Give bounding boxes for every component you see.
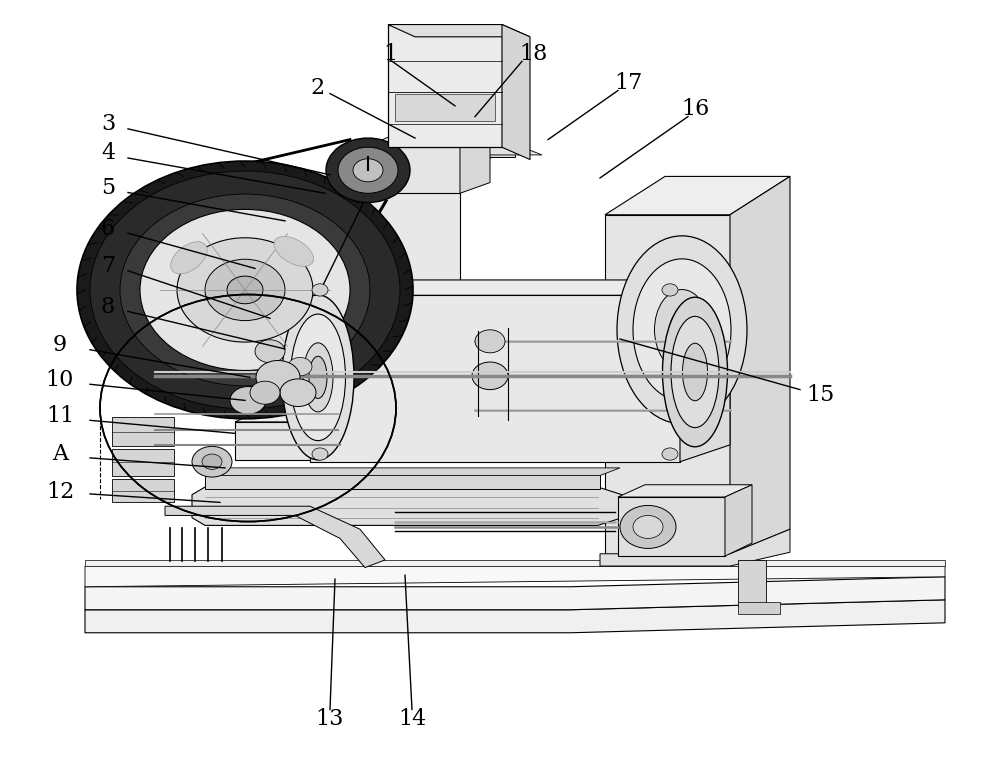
Circle shape [177, 238, 313, 342]
Text: 9: 9 [53, 334, 67, 356]
Text: 11: 11 [46, 405, 74, 426]
Text: 18: 18 [519, 43, 547, 64]
Circle shape [338, 147, 398, 193]
Bar [112, 479, 174, 502]
Polygon shape [85, 560, 945, 566]
Text: 3: 3 [101, 114, 115, 135]
Circle shape [280, 379, 316, 407]
Ellipse shape [290, 314, 346, 440]
Circle shape [633, 515, 663, 538]
Circle shape [312, 448, 328, 460]
Ellipse shape [671, 316, 719, 428]
Polygon shape [502, 25, 530, 160]
Ellipse shape [654, 290, 710, 370]
Polygon shape [205, 468, 620, 476]
Circle shape [288, 357, 312, 376]
Ellipse shape [670, 311, 694, 348]
Polygon shape [235, 400, 660, 422]
Text: A: A [52, 443, 68, 465]
Polygon shape [85, 566, 945, 587]
Polygon shape [605, 176, 790, 215]
Polygon shape [618, 497, 725, 556]
Polygon shape [205, 474, 600, 489]
Polygon shape [165, 506, 385, 568]
Polygon shape [192, 487, 622, 525]
Text: 17: 17 [614, 72, 642, 94]
Polygon shape [235, 422, 610, 460]
Polygon shape [460, 134, 490, 193]
Ellipse shape [282, 295, 354, 459]
Ellipse shape [303, 343, 333, 412]
Circle shape [326, 138, 410, 202]
Ellipse shape [171, 242, 207, 274]
Bar [738, 602, 780, 614]
Text: 1: 1 [383, 43, 397, 64]
Circle shape [230, 387, 266, 414]
Polygon shape [85, 600, 945, 633]
Polygon shape [85, 577, 945, 610]
Text: 5: 5 [101, 177, 115, 199]
Polygon shape [365, 147, 460, 193]
Circle shape [256, 360, 300, 394]
Polygon shape [680, 280, 730, 462]
Polygon shape [370, 144, 542, 155]
Text: 4: 4 [101, 143, 115, 164]
Ellipse shape [633, 259, 731, 401]
Bar [738, 560, 766, 606]
Circle shape [620, 505, 676, 548]
Circle shape [77, 161, 413, 419]
Circle shape [662, 448, 678, 460]
Circle shape [140, 209, 350, 370]
Circle shape [192, 446, 232, 477]
Bar [112, 449, 174, 476]
Polygon shape [310, 295, 680, 462]
Polygon shape [388, 25, 530, 37]
Text: 16: 16 [681, 98, 709, 120]
Text: 10: 10 [46, 369, 74, 390]
Circle shape [227, 276, 263, 304]
Polygon shape [618, 485, 752, 497]
Circle shape [472, 362, 508, 390]
Text: 13: 13 [316, 709, 344, 730]
Ellipse shape [309, 356, 327, 399]
Ellipse shape [617, 236, 747, 423]
Circle shape [353, 159, 383, 182]
Text: 12: 12 [46, 482, 74, 503]
Polygon shape [600, 529, 790, 566]
Circle shape [90, 171, 400, 409]
Text: 14: 14 [398, 709, 426, 730]
Text: 15: 15 [806, 384, 834, 406]
Text: 2: 2 [311, 77, 325, 99]
Circle shape [662, 284, 678, 296]
Circle shape [120, 194, 370, 386]
Bar [395, 94, 495, 121]
Circle shape [475, 330, 505, 353]
Polygon shape [365, 134, 490, 147]
Circle shape [202, 454, 222, 469]
Text: 8: 8 [101, 296, 115, 318]
Polygon shape [365, 175, 460, 460]
Text: 6: 6 [101, 218, 115, 239]
Polygon shape [365, 147, 510, 175]
Ellipse shape [274, 236, 314, 266]
Polygon shape [370, 144, 515, 157]
Ellipse shape [682, 344, 708, 400]
Circle shape [255, 340, 285, 363]
Circle shape [205, 259, 285, 321]
Bar [112, 417, 174, 446]
Ellipse shape [662, 297, 728, 446]
Polygon shape [310, 280, 730, 295]
Polygon shape [730, 176, 790, 554]
Circle shape [250, 381, 280, 404]
Polygon shape [725, 485, 752, 556]
Polygon shape [605, 215, 730, 554]
Text: 7: 7 [101, 255, 115, 277]
Polygon shape [388, 25, 502, 147]
Circle shape [312, 284, 328, 296]
